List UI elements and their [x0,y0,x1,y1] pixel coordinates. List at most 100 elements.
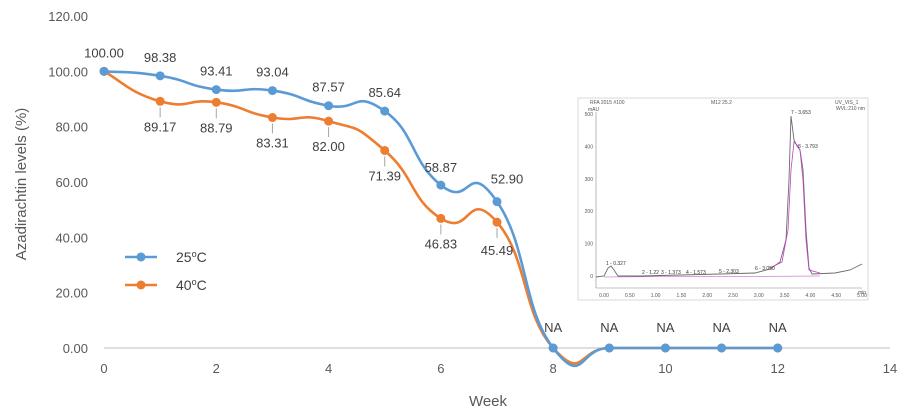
inset-x-tick: 4.50 [831,293,841,299]
hplc-chromatogram-inset: RFA 2015 #100 M12 25.2 UV_VIS_1 WVL:210 … [577,97,869,301]
x-tick-label: 10 [658,361,672,376]
data-label: 93.41 [200,64,233,79]
inset-header-mid: M12 25.2 [711,100,732,106]
y-tick-label: 100.00 [48,64,88,79]
data-label: 100.00 [84,45,124,60]
data-label: NA [713,320,731,335]
inset-x-tick: 2.50 [728,293,738,299]
y-tick-label: 20.00 [55,286,88,301]
data-label: NA [600,320,618,335]
data-label: NA [769,320,787,335]
data-label: 58.87 [425,160,458,175]
data-label: 93.04 [256,65,289,80]
inset-peak-8: 8 - 3.793 [798,144,818,150]
inset-baseline [603,275,821,278]
data-label: 82.00 [312,139,345,154]
series-0-point [548,343,558,353]
inset-y-tick: 500 [585,112,594,118]
series-1-point [436,213,446,223]
x-tick-label: 8 [550,361,557,376]
data-label: 89.17 [144,119,177,134]
series-0-point [267,86,277,96]
series-0-point [380,106,390,116]
series-1-point [267,113,277,123]
inset-frame [577,97,869,301]
inset-peak-6: 6 - 3.050 [755,266,775,272]
inset-integration-trace [769,141,821,274]
data-label: 71.39 [368,168,401,183]
legend-label-25c: 25oC [176,249,207,265]
legend-marker-40c [136,280,146,290]
inset-header-right: UV_VIS_1 [835,100,859,106]
data-label-layer: 100.00 98.38 93.41 93.04 87.57 85.64 58.87 52.9… [84,45,787,335]
inset-y-tick: 400 [585,144,594,150]
inset-x-tick: 4.00 [806,293,816,299]
inset-y-tick: 200 [585,209,594,215]
inset-y-tick: 300 [585,177,594,183]
series-0-point [155,71,165,81]
data-label: 83.31 [256,136,289,151]
inset-y-tick: 0 [590,274,593,280]
y-axis-title: Azadirachtin levels (%) [13,108,30,261]
series-0-point [211,85,221,95]
series-0-point [436,180,446,190]
x-tick-label: 14 [883,361,897,376]
inset-peak-7: 7 - 3.653 [791,110,811,116]
series-1-point [380,145,390,155]
inset-x-tick: 5.00 [857,293,867,299]
legend-label-40c: 40oC [176,277,207,293]
y-tick-label: 40.00 [55,230,88,245]
legend-marker-25c [136,252,146,262]
data-label: 88.79 [200,120,233,135]
data-label: NA [544,320,562,335]
inset-y-ticks: 500 400 300 200 100 0 [585,112,594,280]
x-tick-label: 12 [770,361,784,376]
inset-peak-2: 2 - 1.22 [642,270,659,276]
series-line-0 [103,70,778,368]
series-1-point [211,97,221,107]
data-label: 46.83 [425,236,458,251]
data-label: 45.49 [481,243,514,258]
series-0-point [324,101,334,111]
inset-x-tick: 0.50 [625,293,635,299]
series-1-point [324,116,334,126]
series-0-point [660,343,670,353]
y-tick-label: 0.00 [63,341,88,356]
inset-x-ticks: 0.00 0.50 1.00 1.50 2.00 2.50 3.00 3.50 4.00 4.50… [599,293,867,299]
y-tick-labels: 0.00 20.00 40.00 60.00 80.00 100.00 120.00 [48,9,88,356]
legend-item-25c: 25oC [125,249,207,265]
series-layer [99,66,783,368]
legend: 25oC 40oC [125,249,207,293]
series-0-point [99,66,109,76]
inset-peak-4: 4 - 1.573 [686,270,706,276]
inset-x-tick: 3.00 [754,293,764,299]
y-tick-label: 60.00 [55,175,88,190]
inset-x-tick: 2.00 [702,293,712,299]
series-0-point [492,197,502,207]
inset-x-tick: 3.50 [780,293,790,299]
x-tick-labels: 0 2 4 6 8 10 12 14 [100,361,897,376]
inset-peak-5: 5 - 2.303 [719,269,739,275]
inset-x-tick: 1.50 [677,293,687,299]
inset-header-left: RFA 2015 #100 [590,100,625,106]
series-0-point [717,343,727,353]
inset-peak-1: 1 - 0.327 [606,261,626,267]
x-axis-title: Week [469,393,508,410]
x-tick-label: 0 [100,361,107,376]
data-label: NA [656,320,674,335]
inset-header-right2: WVL:210 nm [836,106,865,112]
inset-x-unit: min [858,290,866,296]
x-tick-label: 4 [325,361,332,376]
x-tick-label: 6 [437,361,444,376]
inset-x-tick: 0.00 [599,293,609,299]
y-tick-label: 120.00 [48,9,88,24]
inset-peak-3: 3 - 1.373 [661,270,681,276]
inset-x-tick: 1.00 [651,293,661,299]
data-label: 85.64 [368,85,401,100]
data-label: 98.38 [144,50,177,65]
inset-y-tick: 100 [585,242,594,248]
y-tick-label: 80.00 [55,120,88,135]
series-0-point [773,343,783,353]
series-1-point [155,96,165,106]
